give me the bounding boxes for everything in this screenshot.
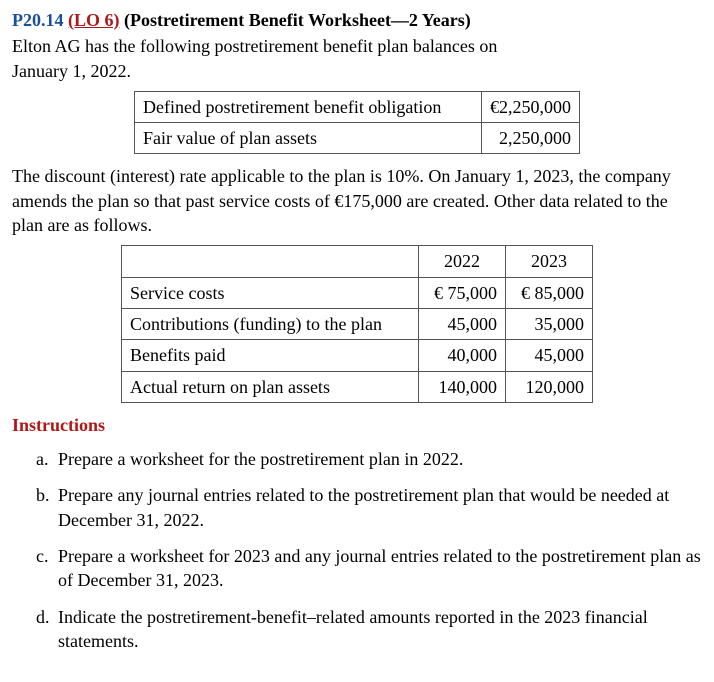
list-marker: d. — [36, 605, 50, 629]
cell-value: 45,000 — [506, 340, 593, 371]
cell-label: Service costs — [122, 277, 419, 308]
list-marker: b. — [36, 483, 50, 507]
data-table: 2022 2023 Service costs € 75,000 € 85,00… — [121, 245, 593, 402]
cell-value: 45,000 — [419, 308, 506, 339]
cell-label: Actual return on plan assets — [122, 371, 419, 402]
instruction-text: Prepare a worksheet for 2023 and any jou… — [58, 546, 701, 590]
intro-line-2: January 1, 2022. — [12, 61, 131, 81]
cell-value: €2,250,000 — [482, 91, 580, 122]
lo-link[interactable]: (LO 6) — [68, 10, 120, 30]
cell-value: 2,250,000 — [482, 123, 580, 154]
cell-value: 120,000 — [506, 371, 593, 402]
instruction-text: Indicate the postretirement-benefit–rela… — [58, 607, 648, 651]
table-row: Contributions (funding) to the plan 45,0… — [122, 308, 593, 339]
cell-value: 140,000 — [419, 371, 506, 402]
intro-paragraph: Elton AG has the following postretiremen… — [12, 34, 702, 83]
cell-label: Benefits paid — [122, 340, 419, 371]
mid-paragraph: The discount (interest) rate applicable … — [12, 164, 702, 237]
table-row: Service costs € 75,000 € 85,000 — [122, 277, 593, 308]
list-marker: a. — [36, 447, 49, 471]
instruction-item: b. Prepare any journal entries related t… — [36, 483, 702, 532]
cell-value: 40,000 — [419, 340, 506, 371]
instructions-list: a. Prepare a worksheet for the postretir… — [12, 447, 702, 653]
table-row: Actual return on plan assets 140,000 120… — [122, 371, 593, 402]
list-marker: c. — [36, 544, 49, 568]
cell-label: Contributions (funding) to the plan — [122, 308, 419, 339]
col-header: 2022 — [419, 246, 506, 277]
cell-empty — [122, 246, 419, 277]
problem-heading: P20.14 (LO 6) (Postretirement Benefit Wo… — [12, 8, 702, 32]
cell-value: € 75,000 — [419, 277, 506, 308]
intro-line-1: Elton AG has the following postretiremen… — [12, 36, 497, 56]
instruction-item: a. Prepare a worksheet for the postretir… — [36, 447, 702, 471]
cell-value: € 85,000 — [506, 277, 593, 308]
instruction-text: Prepare any journal entries related to t… — [58, 485, 669, 529]
table-row: Defined postretirement benefit obligatio… — [135, 91, 580, 122]
table-header-row: 2022 2023 — [122, 246, 593, 277]
balances-table: Defined postretirement benefit obligatio… — [134, 91, 580, 155]
table-row: Fair value of plan assets 2,250,000 — [135, 123, 580, 154]
cell-label: Fair value of plan assets — [135, 123, 482, 154]
instruction-text: Prepare a worksheet for the postretireme… — [58, 449, 463, 469]
problem-number: P20.14 — [12, 10, 64, 30]
instruction-item: d. Indicate the postretirement-benefit–r… — [36, 605, 702, 654]
col-header: 2023 — [506, 246, 593, 277]
problem-title: (Postretirement Benefit Worksheet—2 Year… — [124, 10, 471, 30]
instructions-heading: Instructions — [12, 413, 702, 437]
instruction-item: c. Prepare a worksheet for 2023 and any … — [36, 544, 702, 593]
cell-label: Defined postretirement benefit obligatio… — [135, 91, 482, 122]
table-row: Benefits paid 40,000 45,000 — [122, 340, 593, 371]
cell-value: 35,000 — [506, 308, 593, 339]
